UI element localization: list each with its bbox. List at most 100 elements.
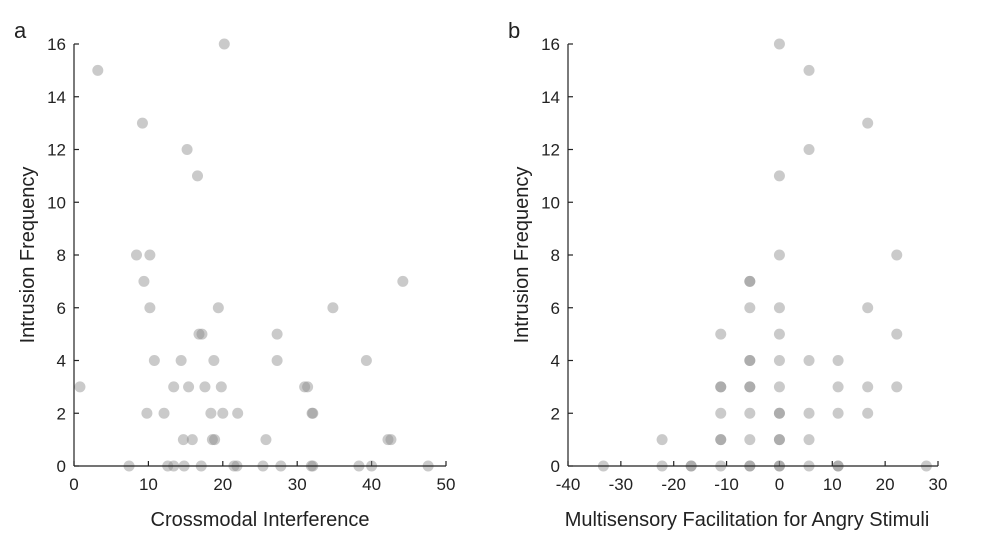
panel-a-data-point [144,302,156,314]
panel-b-data-point [832,355,844,366]
panel-b-data-point [862,302,874,314]
panel-b-data-point [832,381,844,393]
panel-b-data-point [891,328,903,340]
panel-b-y-axis-title: Intrusion Frequency [511,167,533,344]
panel-a-data-point [271,328,283,340]
panel-b: b Intrusion Frequency Multisensory Facil… [508,18,947,531]
panel-b-x-tick-label: 10 [823,475,842,494]
panel-a-y-tick-label: 14 [47,88,66,107]
panel-a-data-point [138,275,150,287]
panel-a-data-point [141,407,153,419]
panel-b-data-point [803,355,815,366]
panel-b-x-axis-title: Multisensory Facilitation for Angry Stim… [565,509,930,531]
panel-a-data-point [385,434,397,446]
panel-a-data-point [271,355,283,366]
panel-b-data-point [773,434,785,446]
panel-a-x-tick-label: 0 [69,475,78,494]
panel-a-data-point [186,434,198,446]
panel-b-data-point [803,434,815,446]
panel-a-y-tick-label: 0 [57,457,66,476]
panel-a-y-tick-label: 4 [57,352,66,371]
panel-a-data-point [215,381,227,393]
panel-a-data-point [307,407,319,419]
panel-a-x-tick-label: 20 [213,475,232,494]
panel-a-letter: a [14,18,27,43]
panel-a-y-tick-label: 10 [47,193,66,212]
panel-b-x-tick-label: -40 [556,475,581,494]
panel-b-y-tick-label: 4 [551,352,560,371]
panel-b-data-point [744,355,756,366]
panel-b-y-ticks: 0 2 4 6 8 10 12 14 16 [541,35,573,476]
panel-b-data-point [744,434,756,446]
panel-b-x-tick-label: -10 [714,475,739,494]
panel-a-x-axis-title: Crossmodal Interference [151,509,370,531]
panel-b-data-point [773,38,785,50]
panel-b-data-point [803,144,815,155]
panel-a-data-point [302,381,314,393]
panel-a-data-point [360,355,372,366]
panel-a-x-tick-label: 10 [139,475,158,494]
panel-a-data-point [199,381,211,393]
panel-b-data-point [773,407,785,419]
panel-a-data-point [206,434,218,446]
panel-a-y-tick-label: 6 [57,299,66,318]
panel-b-data-point [773,355,785,366]
panel-a-data-point [205,407,217,419]
panel-a-data-point [260,434,272,446]
panel-a-y-tick-label: 8 [57,246,66,265]
panel-a-x-tick-label: 30 [288,475,307,494]
panel-b-data-point [803,407,815,419]
panel-a-data-point [209,434,221,446]
panel-b-data-point [773,407,785,419]
panel-a-y-ticks: 0 2 4 6 8 10 12 14 16 [47,35,79,476]
panel-b-x-tick-label: -20 [661,475,686,494]
panel-a-data-point [327,302,339,314]
panel-b-data-point [773,328,785,340]
panel-b-data-point [715,381,727,393]
panel-b-letter: b [508,18,520,43]
panel-b-x-tick-label: 0 [775,475,784,494]
panel-b-data-point [862,381,874,393]
panel-b-x-ticks: -40 -30 -20 -10 0 10 20 30 [556,461,947,494]
panel-a-y-tick-label: 16 [47,35,66,54]
panel-b-y-tick-label: 2 [551,404,560,423]
panel-a-data-point [92,64,104,76]
panel-b-data-point [744,275,756,287]
panel-a: a Intrusion Frequency Crossmodal Interfe… [14,18,455,531]
panel-a-x-tick-label: 50 [437,475,456,494]
panel-b-data-point [773,170,785,182]
panel-b-y-tick-label: 0 [551,457,560,476]
panel-b-data-point [744,275,756,287]
panel-a-data-point [181,144,193,155]
panel-b-data-point [862,117,874,129]
panel-a-data-point [183,381,195,393]
panel-b-data-point [891,249,903,261]
panel-b-data-point [744,407,756,419]
panel-b-data-point [773,249,785,261]
panel-a-data-point [74,381,86,393]
panel-b-data-point [862,407,874,419]
panel-a-x-tick-label: 40 [362,475,381,494]
panel-a-data-point [144,249,156,261]
panel-b-y-tick-label: 8 [551,246,560,265]
panel-b-x-tick-label: 20 [876,475,895,494]
panel-a-points [74,38,434,472]
panel-b-data-point [891,381,903,393]
panel-b-y-tick-label: 6 [551,299,560,318]
panel-a-data-point [136,117,148,129]
panel-b-data-point [744,381,756,393]
panel-a-data-point [382,434,394,446]
panel-a-y-tick-label: 12 [47,141,66,160]
panel-b-data-point [832,407,844,419]
panel-a-x-ticks: 0 10 20 30 40 50 [69,461,455,494]
panel-b-data-point [773,381,785,393]
panel-b-data-point [773,434,785,446]
panel-b-points [597,38,932,472]
panel-a-data-point [158,407,170,419]
panel-a-data-point [397,275,409,287]
panel-a-data-point [196,328,208,340]
panel-a-data-point [192,170,204,182]
panel-a-data-point [232,407,244,419]
